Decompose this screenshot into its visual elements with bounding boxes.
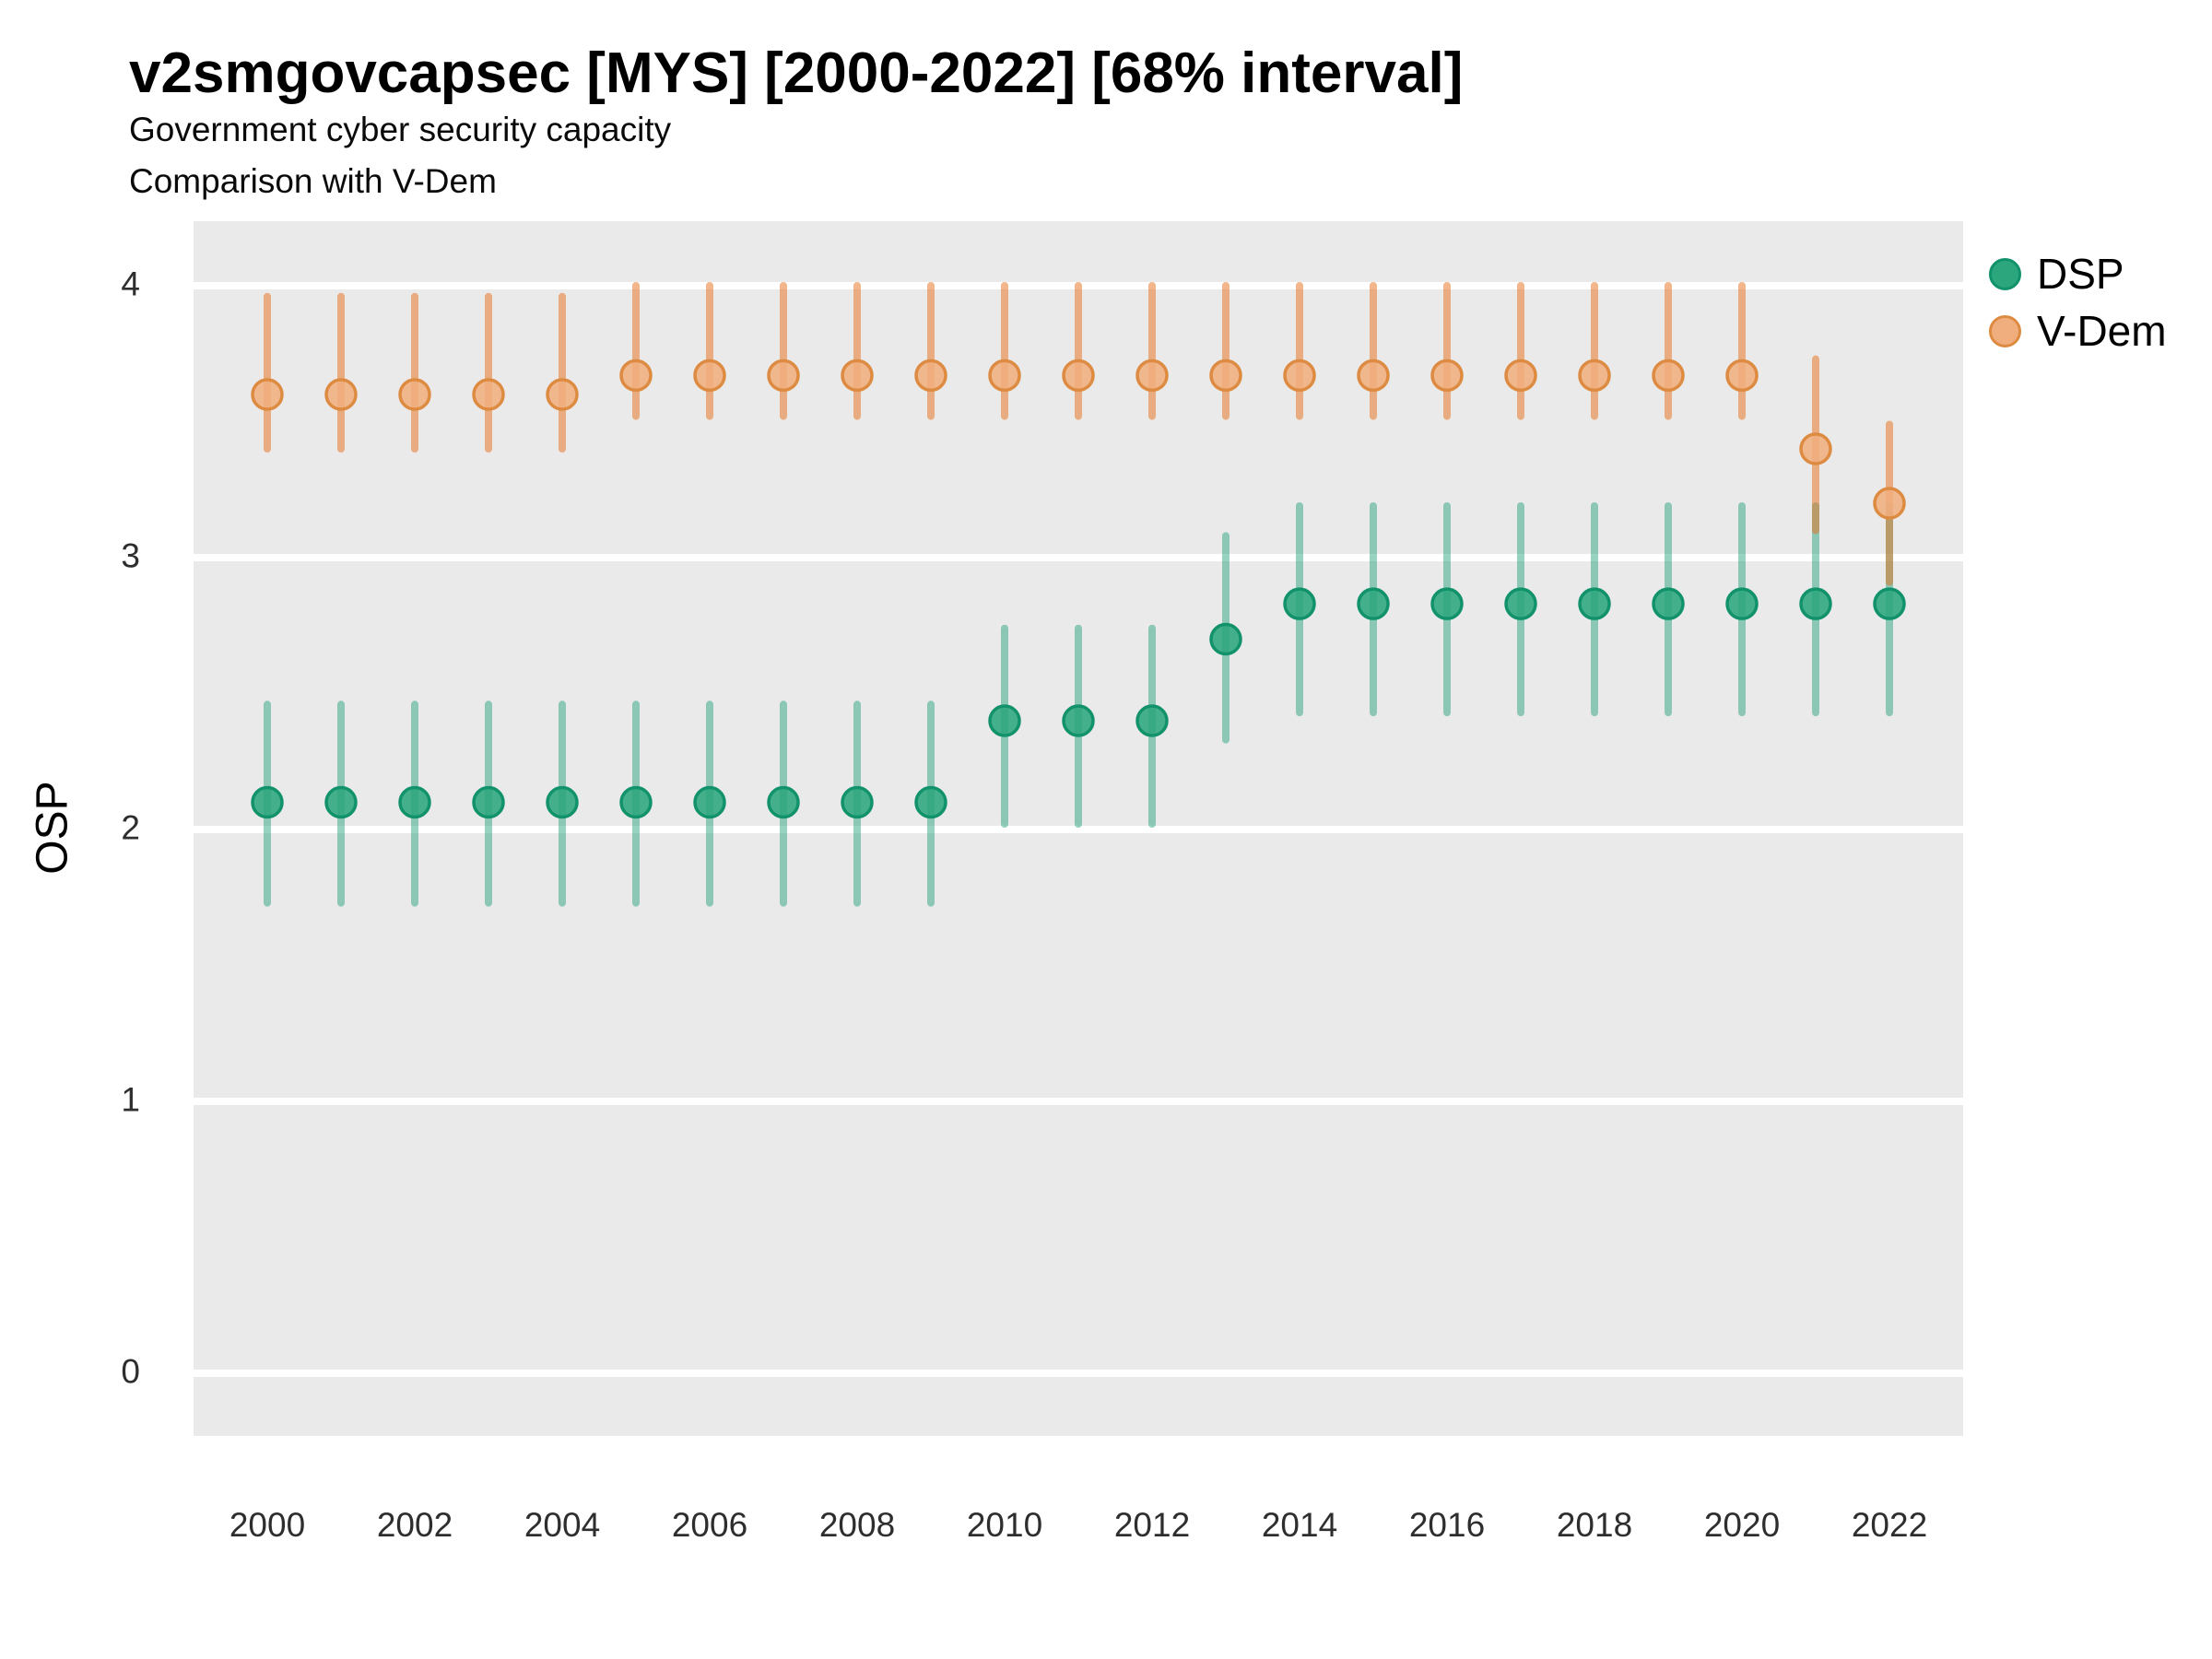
- x-tick-label-2012: 2012: [1113, 1506, 1191, 1544]
- vdem-point-2001: [324, 378, 358, 411]
- dsp-point-2012: [1135, 704, 1169, 737]
- dsp-point-2014: [1283, 587, 1316, 620]
- vdem-point-2000: [251, 378, 284, 411]
- dsp-point-2008: [841, 785, 874, 819]
- gridline-y-1: [194, 1098, 1963, 1105]
- gridline-y-2: [194, 826, 1963, 833]
- x-tick-label-2006: 2006: [671, 1506, 748, 1544]
- vdem-point-2020: [1725, 359, 1759, 393]
- vdem-point-2005: [619, 359, 653, 393]
- dsp-point-2013: [1209, 622, 1242, 656]
- vdem-point-2002: [398, 378, 431, 411]
- chart-subtitle-2: Comparison with V-Dem: [129, 162, 497, 200]
- dsp-point-2001: [324, 785, 358, 819]
- vdem-point-2007: [767, 359, 800, 393]
- vdem-point-2008: [841, 359, 874, 393]
- x-tick-label-2018: 2018: [1556, 1506, 1633, 1544]
- dsp-point-2021: [1799, 587, 1832, 620]
- vdem-point-2016: [1430, 359, 1464, 393]
- vdem-point-2006: [693, 359, 726, 393]
- dsp-point-2010: [988, 704, 1021, 737]
- dsp-point-2015: [1357, 587, 1390, 620]
- y-tick-label-3: 3: [121, 536, 140, 575]
- dsp-point-2022: [1873, 587, 1906, 620]
- vdem-point-2015: [1357, 359, 1390, 393]
- y-tick-label-2: 2: [121, 808, 140, 847]
- vdem-point-2013: [1209, 359, 1242, 393]
- vdem-point-2018: [1578, 359, 1611, 393]
- legend-swatch-dsp-icon: [1989, 257, 2021, 290]
- x-tick-label-2004: 2004: [524, 1506, 601, 1544]
- dsp-point-2003: [472, 785, 505, 819]
- x-tick-label-2016: 2016: [1408, 1506, 1486, 1544]
- vdem-point-2011: [1062, 359, 1095, 393]
- dsp-point-2011: [1062, 704, 1095, 737]
- x-tick-label-2020: 2020: [1703, 1506, 1781, 1544]
- dsp-point-2006: [693, 785, 726, 819]
- legend-item-dsp: DSP: [1989, 245, 2167, 302]
- vdem-point-2004: [546, 378, 579, 411]
- legend-swatch-vdem-icon: [1989, 314, 2021, 347]
- y-tick-label-4: 4: [121, 265, 140, 303]
- vdem-point-2019: [1652, 359, 1685, 393]
- dsp-point-2019: [1652, 587, 1685, 620]
- gridline-y-0: [194, 1370, 1963, 1377]
- dsp-point-2000: [251, 785, 284, 819]
- gridline-y-3: [194, 554, 1963, 561]
- vdem-point-2022: [1873, 487, 1906, 520]
- legend-item-vdem: V-Dem: [1989, 302, 2167, 359]
- dsp-point-2016: [1430, 587, 1464, 620]
- y-tick-label-0: 0: [121, 1352, 140, 1391]
- chart-subtitle: Government cyber security capacity: [129, 111, 672, 148]
- x-tick-label-2000: 2000: [229, 1506, 306, 1544]
- plot-panel: [194, 221, 1963, 1436]
- dsp-point-2017: [1504, 587, 1537, 620]
- x-tick-label-2014: 2014: [1261, 1506, 1338, 1544]
- x-tick-label-2010: 2010: [966, 1506, 1043, 1544]
- dsp-point-2020: [1725, 587, 1759, 620]
- vdem-point-2014: [1283, 359, 1316, 393]
- legend-label-dsp: DSP: [2037, 250, 2124, 298]
- dsp-point-2004: [546, 785, 579, 819]
- dsp-point-2007: [767, 785, 800, 819]
- plot-canvas: [194, 282, 1963, 1377]
- vdem-point-2010: [988, 359, 1021, 393]
- x-tick-label-2022: 2022: [1851, 1506, 1928, 1544]
- x-tick-label-2002: 2002: [376, 1506, 453, 1544]
- vdem-point-2021: [1799, 432, 1832, 465]
- vdem-point-2012: [1135, 359, 1169, 393]
- legend-label-vdem: V-Dem: [2037, 307, 2167, 355]
- vdem-point-2009: [914, 359, 947, 393]
- vdem-point-2017: [1504, 359, 1537, 393]
- x-tick-label-2008: 2008: [818, 1506, 896, 1544]
- dsp-point-2009: [914, 785, 947, 819]
- y-tick-label-1: 1: [121, 1080, 140, 1119]
- dsp-point-2018: [1578, 587, 1611, 620]
- dsp-point-2002: [398, 785, 431, 819]
- vdem-point-2003: [472, 378, 505, 411]
- chart-title: v2smgovcapsec [MYS] [2000-2022] [68% int…: [129, 41, 1464, 105]
- dsp-point-2005: [619, 785, 653, 819]
- legend: DSP V-Dem: [1989, 245, 2167, 359]
